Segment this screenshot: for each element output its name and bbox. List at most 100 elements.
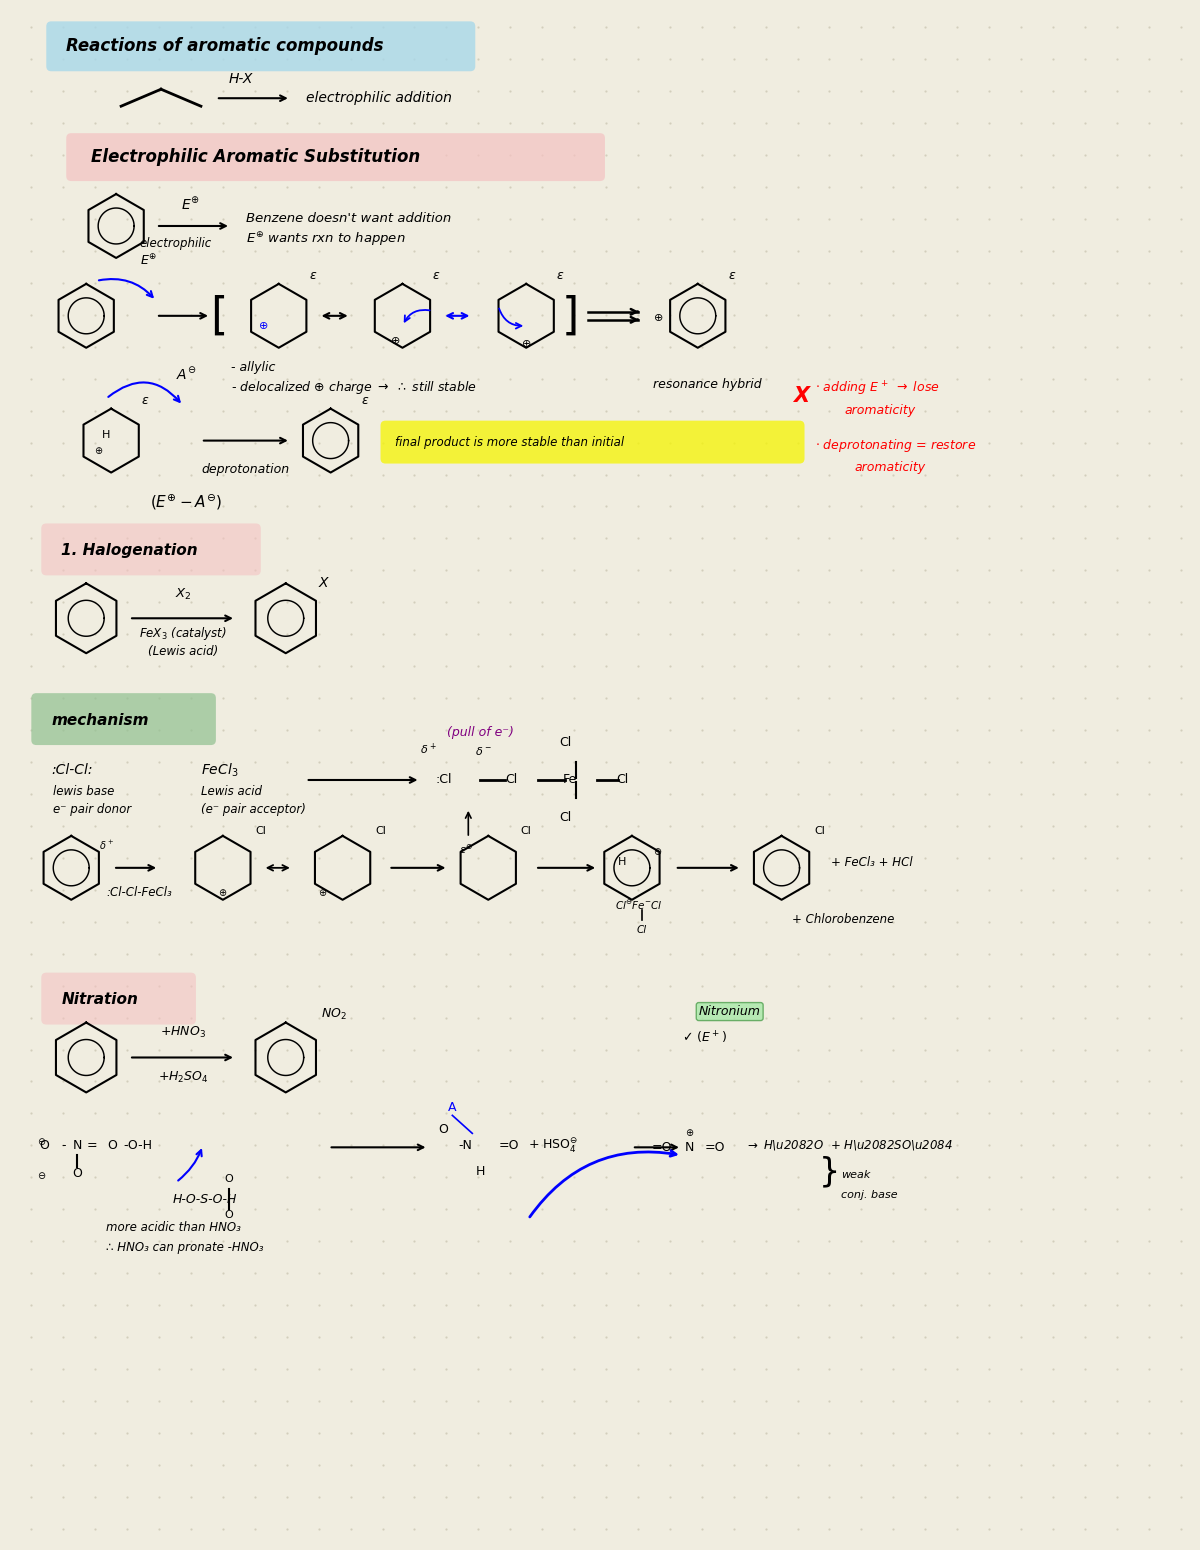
Text: mechanism: mechanism <box>52 713 149 727</box>
Text: H-O-S-O-H: H-O-S-O-H <box>173 1194 238 1206</box>
Text: :Cl: :Cl <box>436 773 452 786</box>
Text: $\varepsilon^{\oplus}$: $\varepsilon^{\oplus}$ <box>460 843 474 856</box>
Text: Cl: Cl <box>376 826 386 835</box>
Text: $\oplus$: $\oplus$ <box>653 312 664 324</box>
Text: H: H <box>475 1164 485 1178</box>
Text: Nitration: Nitration <box>61 992 138 1008</box>
Text: $E^{\oplus}$: $E^{\oplus}$ <box>181 197 200 212</box>
Text: $(E^{\oplus} - A^{\ominus})$: $(E^{\oplus} - A^{\ominus})$ <box>150 493 222 512</box>
Text: electrophilic addition: electrophilic addition <box>306 91 451 105</box>
Text: Cl: Cl <box>637 925 647 935</box>
Text: +H$_2$SO$_4$: +H$_2$SO$_4$ <box>157 1070 209 1085</box>
Text: FeCl$_3$: FeCl$_3$ <box>200 761 239 778</box>
Text: $\varepsilon$: $\varepsilon$ <box>140 394 149 406</box>
Text: $\rightarrow$ H\u2082O  + H\u2082SO\u2084: $\rightarrow$ H\u2082O + H\u2082SO\u2084 <box>745 1138 953 1152</box>
Text: N: N <box>685 1141 695 1153</box>
Text: resonance hybrid: resonance hybrid <box>654 378 762 391</box>
Text: $\oplus$: $\oplus$ <box>318 887 328 899</box>
Text: Fe: Fe <box>563 773 577 786</box>
Text: H-X: H-X <box>229 73 253 87</box>
Text: electrophilic: electrophilic <box>140 237 212 250</box>
Text: (pull of e⁻): (pull of e⁻) <box>446 725 514 739</box>
Text: =O: =O <box>704 1141 725 1153</box>
Text: NO$_2$: NO$_2$ <box>320 1006 347 1021</box>
Text: O: O <box>107 1139 118 1152</box>
Text: + Chlorobenzene: + Chlorobenzene <box>792 913 894 927</box>
Text: FeX$_3$ (catalyst): FeX$_3$ (catalyst) <box>139 625 227 642</box>
Text: aromaticity: aromaticity <box>854 460 925 474</box>
Text: $\oplus$: $\oplus$ <box>521 338 532 349</box>
Text: $\oplus$: $\oplus$ <box>258 321 268 332</box>
Text: 1. Halogenation: 1. Halogenation <box>61 542 198 558</box>
Text: final product is more stable than initial: final product is more stable than initia… <box>396 436 624 450</box>
Text: $\oplus$: $\oplus$ <box>685 1127 695 1138</box>
Text: + HSO$_4^{\ominus}$: + HSO$_4^{\ominus}$ <box>528 1136 578 1155</box>
Text: }: } <box>818 1156 840 1189</box>
Text: e⁻ pair donor: e⁻ pair donor <box>53 803 132 817</box>
Text: +HNO$_3$: +HNO$_3$ <box>160 1025 206 1040</box>
Text: O: O <box>224 1211 233 1220</box>
Text: =O: =O <box>652 1141 672 1153</box>
Text: $E^{\oplus}$: $E^{\oplus}$ <box>140 253 157 268</box>
Text: (Lewis acid): (Lewis acid) <box>148 645 218 659</box>
Text: Cl$^{\ominus}$Fe$^{-}$Cl: Cl$^{\ominus}$Fe$^{-}$Cl <box>614 899 662 913</box>
Text: $\oplus$: $\oplus$ <box>653 846 662 857</box>
Text: Cl: Cl <box>559 811 571 825</box>
Text: H: H <box>102 429 110 440</box>
FancyBboxPatch shape <box>47 22 475 71</box>
FancyBboxPatch shape <box>31 693 216 746</box>
Text: $\varepsilon$: $\varepsilon$ <box>432 268 440 282</box>
Text: $\cdot$ deprotonating = restore: $\cdot$ deprotonating = restore <box>815 437 976 454</box>
Text: X: X <box>793 386 810 406</box>
Text: Benzene doesn't want addition: Benzene doesn't want addition <box>246 212 451 225</box>
Text: $A^{\ominus}$: $A^{\ominus}$ <box>175 366 196 383</box>
Text: Cl: Cl <box>505 773 517 786</box>
Text: =O: =O <box>498 1139 518 1152</box>
Text: deprotonation: deprotonation <box>202 462 290 476</box>
Text: $\oplus$: $\oplus$ <box>218 887 228 899</box>
Text: more acidic than HNO₃: more acidic than HNO₃ <box>106 1221 241 1234</box>
Text: - allylic: - allylic <box>230 361 275 374</box>
Text: ]: ] <box>562 294 578 338</box>
FancyBboxPatch shape <box>66 133 605 181</box>
Text: -: - <box>61 1139 66 1152</box>
Text: O: O <box>72 1167 82 1180</box>
Text: $\varepsilon$: $\varepsilon$ <box>556 268 564 282</box>
Text: $\oplus$: $\oplus$ <box>94 445 103 456</box>
Text: N: N <box>72 1139 82 1152</box>
Text: -N: -N <box>458 1139 473 1152</box>
Text: + FeCl₃ + HCl: + FeCl₃ + HCl <box>832 856 913 870</box>
Text: :Cl-Cl-FeCl₃: :Cl-Cl-FeCl₃ <box>106 885 172 899</box>
Text: $\cdot$ adding $E^+$ $\rightarrow$ lose: $\cdot$ adding $E^+$ $\rightarrow$ lose <box>815 380 940 398</box>
Text: $\delta^+$: $\delta^+$ <box>420 742 437 756</box>
FancyBboxPatch shape <box>41 524 260 575</box>
Text: $\ominus$: $\ominus$ <box>37 1170 46 1181</box>
Text: O: O <box>224 1175 233 1184</box>
Text: Cl: Cl <box>616 773 629 786</box>
Text: Reactions of aromatic compounds: Reactions of aromatic compounds <box>66 37 384 56</box>
Text: O: O <box>40 1139 49 1152</box>
Text: ∴ HNO₃ can pronate -HNO₃: ∴ HNO₃ can pronate -HNO₃ <box>106 1240 264 1254</box>
Text: $\varepsilon$: $\varepsilon$ <box>308 268 317 282</box>
Text: $X_2$: $X_2$ <box>175 587 191 603</box>
Text: O: O <box>438 1122 449 1136</box>
Text: $\ominus$: $\ominus$ <box>37 1136 46 1147</box>
Text: :Cl-Cl:: :Cl-Cl: <box>52 763 92 777</box>
Text: Cl: Cl <box>815 826 826 835</box>
Text: - delocalized $\oplus$ charge $\rightarrow$ $\therefore$ still stable: - delocalized $\oplus$ charge $\rightarr… <box>230 380 476 397</box>
Text: $E^{\oplus}$ wants rxn to happen: $E^{\oplus}$ wants rxn to happen <box>246 229 406 248</box>
Text: H: H <box>618 857 626 866</box>
Text: conj. base: conj. base <box>841 1190 898 1200</box>
Text: $\delta^-$: $\delta^-$ <box>475 746 492 756</box>
Text: Cl: Cl <box>520 826 532 835</box>
Text: $\varepsilon$: $\varepsilon$ <box>361 394 370 406</box>
FancyBboxPatch shape <box>41 973 196 1025</box>
Text: $\delta^+$: $\delta^+$ <box>98 839 114 853</box>
Text: $\varepsilon$: $\varepsilon$ <box>727 268 736 282</box>
Text: X: X <box>319 577 329 591</box>
Text: Cl: Cl <box>256 826 266 835</box>
Text: A: A <box>448 1100 456 1114</box>
Text: Electrophilic Aromatic Substitution: Electrophilic Aromatic Substitution <box>91 149 420 166</box>
Text: $\checkmark$ ($E^+$): $\checkmark$ ($E^+$) <box>683 1029 727 1046</box>
Text: -O-H: -O-H <box>124 1139 152 1152</box>
